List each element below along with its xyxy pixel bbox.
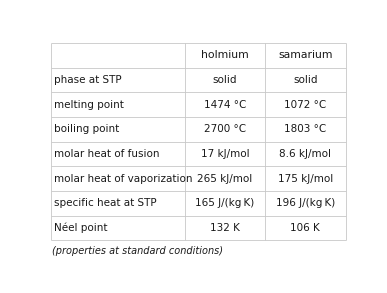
- Text: 106 K: 106 K: [291, 223, 320, 233]
- Text: holmium: holmium: [201, 50, 249, 60]
- Text: 17 kJ/mol: 17 kJ/mol: [200, 149, 249, 159]
- Text: solid: solid: [293, 75, 318, 85]
- Text: molar heat of vaporization: molar heat of vaporization: [54, 174, 193, 184]
- Text: melting point: melting point: [54, 100, 124, 110]
- Text: solid: solid: [212, 75, 237, 85]
- Text: phase at STP: phase at STP: [54, 75, 122, 85]
- Text: 1474 °C: 1474 °C: [204, 100, 246, 110]
- Text: 1803 °C: 1803 °C: [284, 125, 327, 134]
- Text: Néel point: Néel point: [54, 223, 108, 234]
- Text: samarium: samarium: [278, 50, 332, 60]
- Text: 265 kJ/mol: 265 kJ/mol: [197, 174, 253, 184]
- Text: molar heat of fusion: molar heat of fusion: [54, 149, 160, 159]
- Text: 8.6 kJ/mol: 8.6 kJ/mol: [279, 149, 331, 159]
- Text: 1072 °C: 1072 °C: [284, 100, 327, 110]
- Text: 165 J/(kg K): 165 J/(kg K): [195, 198, 255, 208]
- Text: 132 K: 132 K: [210, 223, 240, 233]
- Text: specific heat at STP: specific heat at STP: [54, 198, 157, 208]
- Text: 196 J/(kg K): 196 J/(kg K): [276, 198, 335, 208]
- Text: 175 kJ/mol: 175 kJ/mol: [278, 174, 333, 184]
- Text: 2700 °C: 2700 °C: [204, 125, 246, 134]
- Text: (properties at standard conditions): (properties at standard conditions): [52, 246, 223, 256]
- Text: boiling point: boiling point: [54, 125, 120, 134]
